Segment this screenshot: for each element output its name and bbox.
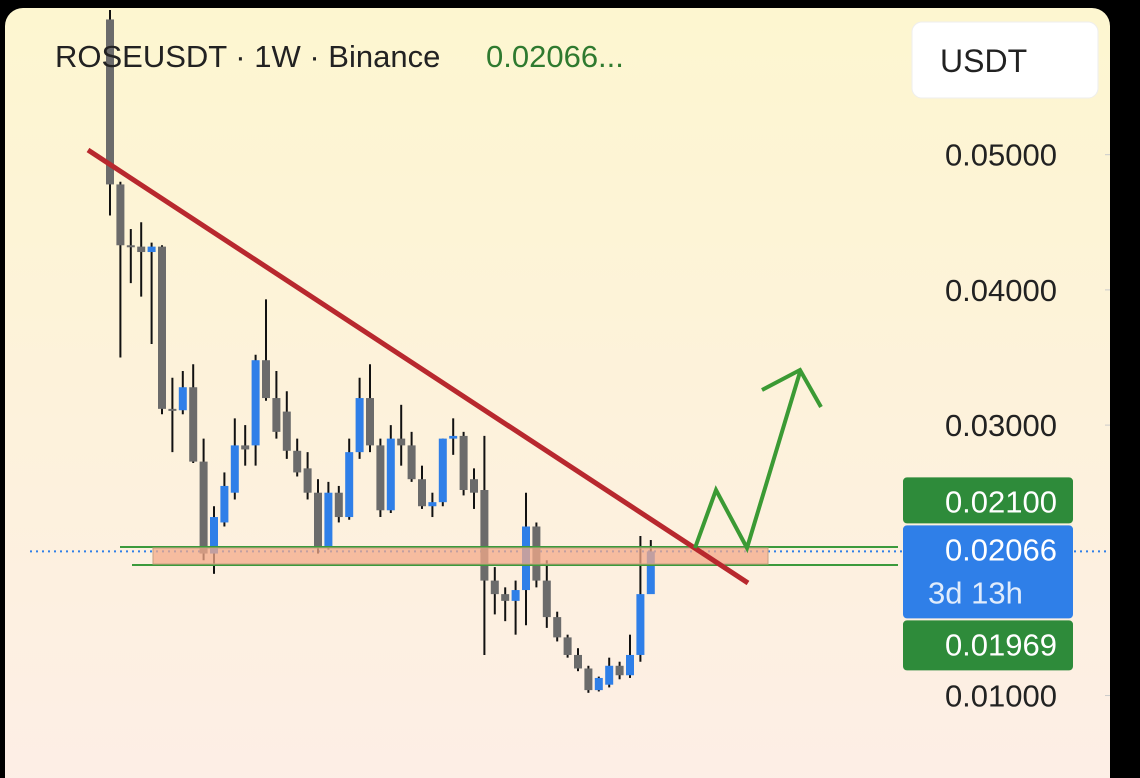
candle-body [272,398,281,432]
candle-body [397,438,406,446]
candle-body [605,665,614,685]
candle-body [584,668,593,691]
chart-panel [5,8,1110,778]
price-badge [903,620,1073,671]
candle-body [428,502,437,507]
candle-body [490,580,499,595]
candle-body [168,408,177,411]
candle-body [480,490,489,581]
y-tick-label: 0.01000 [945,679,1057,714]
candle-body [470,479,478,493]
candle-body [334,492,343,518]
candle-body [574,654,582,669]
price-badge-label: 0.02100 [945,484,1057,519]
price-badge [903,525,1073,619]
candle-body [594,677,603,691]
candle-body [366,398,374,446]
candle-body [459,435,468,490]
candle-body [220,485,229,523]
candle-body [189,387,198,462]
candle-body [106,19,114,185]
candle-body [615,665,624,676]
candle-body [449,435,458,439]
last-price: 0.02066... [486,39,624,74]
candle-body [158,246,166,409]
candle-body [563,637,572,655]
candle-body [230,445,239,493]
candle-body [418,479,426,507]
candle-body [355,398,364,453]
candle-body [386,438,395,511]
candle-body [646,551,655,595]
arrow-head [761,367,823,408]
trendline [86,147,750,586]
candle-body [636,594,645,655]
candle-body [116,184,125,246]
price-badge-label: 0.02066 [945,532,1057,567]
price-badge [903,477,1073,524]
candle-body [511,590,520,601]
candle-body [262,360,270,399]
chart-title: ROSEUSDT · 1W · Binance [55,39,440,74]
support-zone [152,547,769,565]
candle-body [241,445,250,450]
candle-body [126,245,135,248]
candle-body [314,492,322,547]
candle-body [210,517,218,554]
candle-body [626,654,634,676]
candle-body [282,411,291,451]
candle-body [147,246,156,253]
price-badge-sublabel: 3d 13h [928,575,1023,610]
candle-body [251,360,260,446]
y-tick-label: 0.04000 [945,273,1057,308]
candle-body [542,580,551,618]
candle-body [553,617,562,638]
candle-body [303,468,312,493]
price-badge-label: 0.01969 [945,627,1057,662]
candle-body [376,445,385,511]
currency[interactable]: USDT [940,43,1027,79]
currency-box[interactable] [911,21,1099,99]
projection-arrow [693,371,802,554]
candle-body [438,438,447,503]
candle-body [178,387,187,411]
candle-body [501,594,510,601]
y-tick-label: 0.05000 [945,138,1057,173]
candle-body [293,450,302,473]
candle-body [199,461,208,554]
candle-body [407,445,416,480]
y-tick-label: 0.03000 [945,408,1057,443]
candle-body [345,452,354,518]
candle-body [324,492,333,547]
candle-body [137,246,146,253]
